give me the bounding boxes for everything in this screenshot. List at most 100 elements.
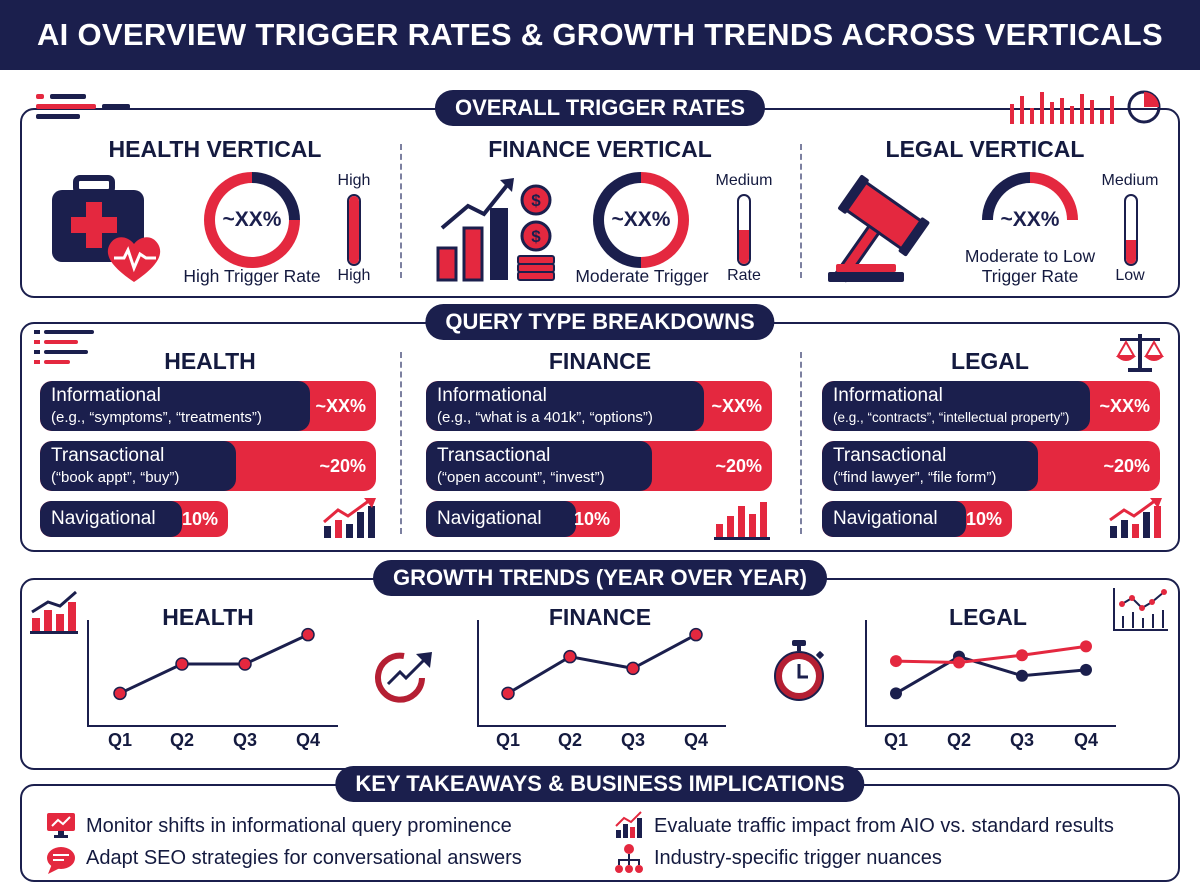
health-level-meter [347,194,361,266]
data-point [1080,663,1092,676]
x-tick-label: Q3 [232,730,257,750]
data-point [1016,649,1028,662]
x-tick-label: Q4 [683,730,708,750]
hierarchy-icon [615,844,643,873]
x-tick-label: Q2 [946,730,971,750]
x-tick-label: Q1 [107,730,132,750]
data-point [689,627,703,642]
health-meter-bottom-label: High [337,267,371,284]
data-point [301,627,315,642]
stopwatch-icon [774,640,824,701]
takeaway-2: Evaluate traffic impact from AIO vs. sta… [654,815,1114,837]
series-line [507,633,697,695]
data-point [953,656,965,669]
series-line [895,655,1087,695]
legal-transactional-examples: (“find lawyer”, “file form”) [833,469,997,486]
finance-level-meter [737,194,751,266]
finance-growth-title: FINANCE [548,604,652,630]
health-trigger-donut: ~XX% [204,172,300,268]
data-point [238,657,252,671]
health-meter-top-label: High [337,172,371,189]
decor-lines-icon [36,94,130,119]
gavel-icon [828,175,930,283]
legal-meter-top-label: Medium [1101,172,1159,189]
takeaway-3: Adapt SEO strategies for conversational … [86,847,522,869]
legal-transactional-bar: Transactional (“find lawyer”, “file form”… [822,441,1160,491]
x-tick-label: Q1 [495,730,520,750]
series-line [895,644,1087,665]
data-point [501,686,515,701]
finance-query-title: FINANCE [548,348,652,374]
health-informational-examples: (e.g., “symptoms”, “treatments”) [51,409,262,426]
finance-trigger-donut: ~XX% [593,172,689,268]
legal-navigational-label: Navigational [833,508,938,529]
finance-navigational-value: 10% [573,509,610,529]
finance-transactional-bar: Transactional (“open account”, “invest”) … [426,441,772,491]
legal-informational-label: Informational [833,385,943,406]
health-navigational-label: Navigational [51,508,156,529]
legal-transactional-value: ~20% [1103,456,1150,476]
finance-transactional-examples: (“open account”, “invest”) [437,469,605,486]
line-chart-icon [1113,588,1168,631]
query-divider-1 [400,352,402,534]
page-title: AI OVERVIEW TRIGGER RATES & GROWTH TREND… [0,0,1200,70]
health-growth-title: HEALTH [162,604,254,630]
data-point [563,649,577,664]
finance-transactional-label: Transactional [437,445,551,466]
legal-level-meter [1124,194,1138,266]
health-informational-label: Informational [51,385,161,406]
health-informational-value: ~XX% [315,396,366,416]
health-transactional-examples: (“book appt”, “buy”) [51,469,180,486]
x-tick-label: Q2 [169,730,194,750]
chat-bubble-icon [47,847,75,874]
overall-trigger-heading: OVERALL TRIGGER RATES [434,90,766,126]
finance-informational-value: ~XX% [711,396,762,416]
x-tick-label: Q2 [557,730,582,750]
health-transactional-value: ~20% [319,456,366,476]
legal-query-title: LEGAL [951,348,1029,374]
data-point [626,661,640,676]
health-navigational-value: 10% [181,509,218,529]
finance-donut-value: ~XX% [604,183,678,257]
data-point [890,655,902,668]
finance-navigational-bar: Navigational 10% [426,501,620,537]
legal-transactional-label: Transactional [833,445,947,466]
data-point [890,687,902,700]
finance-vertical-title: FINANCE VERTICAL [488,136,712,162]
legal-vertical-title: LEGAL VERTICAL [885,136,1085,162]
legal-navigational-value: 10% [965,509,1002,529]
chart-axis [865,620,1116,727]
chart-axis [477,620,726,727]
growth-trends-heading: GROWTH TRENDS (YEAR OVER YEAR) [373,560,827,596]
svg-text:$: $ [531,191,541,210]
legal-donut-value: ~XX% [993,183,1067,257]
refresh-growth-icon [375,652,432,703]
legal-growth-title: LEGAL [949,604,1027,630]
legal-informational-bar: Informational (e.g., “contracts”, “intell… [822,381,1160,431]
rising-bars-icon [615,811,642,838]
data-point [1016,669,1028,682]
medical-kit-heart-icon [52,175,161,282]
legal-trigger-caption-2: Trigger Rate [981,266,1079,286]
data-point [175,657,189,671]
finance-transactional-value: ~20% [715,456,762,476]
health-transactional-bar: Transactional (“book appt”, “buy”) ~20% [40,441,376,491]
finance-meter-bottom-label: Rate [727,267,761,284]
legal-trigger-donut: ~XX% [982,172,1078,268]
overall-divider-2 [800,144,802,278]
growth-trends-panel [20,578,1180,770]
health-transactional-label: Transactional [51,445,165,466]
rising-bars-icon [1109,498,1162,538]
health-informational-bar: Informational (e.g., “symptoms”, “treatme… [40,381,376,431]
finance-navigational-label: Navigational [437,508,542,529]
x-tick-label: Q1 [883,730,908,750]
data-point [113,686,127,701]
chart-axis [87,620,338,727]
x-tick-label: Q4 [295,730,320,750]
finance-informational-examples: (e.g., “what is a 401k”, “options”) [437,409,653,426]
legal-trigger-caption-1: Moderate to Low [964,246,1096,266]
takeaway-4: Industry-specific trigger nuances [654,847,942,869]
finance-meter-top-label: Medium [715,172,773,189]
svg-text:$: $ [531,227,541,246]
